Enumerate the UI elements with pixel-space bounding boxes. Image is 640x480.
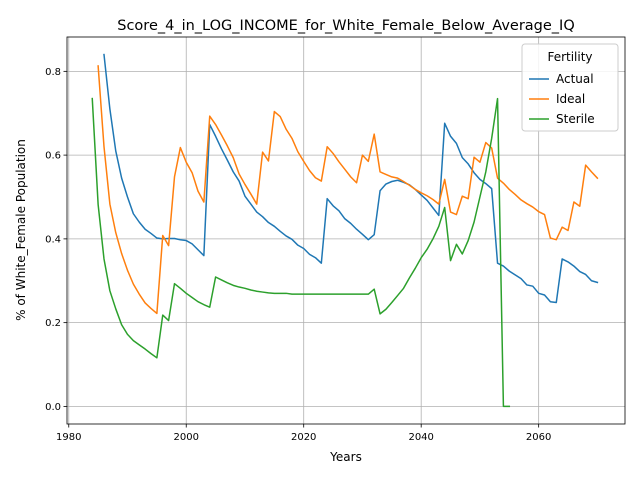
x-tick-label: 2020 (291, 432, 316, 443)
series-line-actual (103, 53, 599, 304)
y-tick-label: 0.8 (45, 67, 61, 78)
series-line-ideal (97, 65, 599, 315)
series-line-sterile (91, 97, 511, 408)
legend-label: Sterile (556, 112, 595, 126)
plot-frame (66, 36, 626, 425)
y-tick-label: 0.0 (45, 402, 61, 413)
legend-label: Ideal (556, 92, 585, 106)
series-layer (91, 53, 599, 408)
axis-ticks: 1980 2000 2020 2040 2060 0.0 0.2 0.4 0.6 0.8 (45, 67, 551, 443)
y-tick-label: 0.2 (45, 318, 61, 329)
legend: Fertility Actual Ideal Sterile (521, 43, 619, 132)
x-tick-label: 2000 (174, 432, 199, 443)
legend-label: Actual (556, 72, 594, 86)
x-tick-label: 2060 (526, 432, 551, 443)
legend-items: Actual Ideal Sterile (529, 72, 595, 126)
y-tick-label: 0.6 (45, 151, 61, 162)
chart-title: Score_4_in_LOG_INCOME_for_White_Female_B… (117, 18, 575, 34)
y-tick-label: 0.4 (45, 234, 61, 245)
x-tick-label: 2040 (408, 432, 433, 443)
legend-box (521, 43, 619, 132)
legend-title: Fertility (547, 50, 592, 64)
x-axis-label: Years (329, 450, 362, 464)
x-tick-label: 1980 (56, 432, 81, 443)
y-axis-label: % of White_Female Population (14, 139, 28, 321)
